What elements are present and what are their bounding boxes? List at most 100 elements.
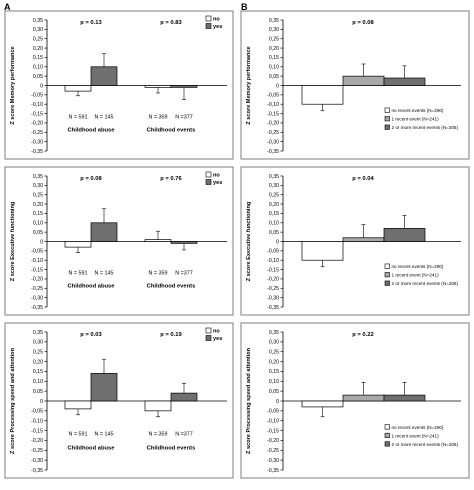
n-label: N =377 [175,432,193,438]
panel-frame [240,10,470,160]
y-tick-label: 0,35 [269,330,279,336]
y-tick-label: 0,25 [33,37,43,43]
y-tick-label: -0,25 [31,130,43,136]
y-tick-label: -0,10 [31,419,43,425]
y-tick-label: 0 [276,239,279,245]
y-tick-label: 0,35 [33,330,43,336]
y-tick-label: -0,10 [267,102,279,108]
legend-swatch [205,179,212,185]
legend-swatch [384,432,390,438]
legend-swatch [384,424,390,430]
bar-no [144,239,172,242]
y-tick-label: -0,30 [31,139,43,145]
y-tick-label: -0,10 [267,258,279,264]
bar-2-or-more-recent-events-n-205- [383,228,426,242]
y-tick-label: -0,05 [267,249,279,255]
n-label: N = 591 [68,432,87,438]
category-label: Childhood events [147,283,196,289]
p-value: p = 0.19 [160,332,182,338]
bar-yes [170,85,198,88]
legend-label: yes [213,24,222,30]
p-value: p = 0.83 [160,20,182,26]
category-label: Childhood abuse [67,283,115,289]
n-label: N = 145 [94,270,113,276]
legend-swatch [205,15,212,22]
panel-frame [240,322,470,479]
panel-frame [4,322,234,479]
bar-2-or-more-recent-events-n-205- [383,77,426,86]
legend-label: no recent events (N=290) [392,425,444,430]
y-tick-label: 0,20 [33,202,43,208]
y-tick-label: 0,30 [33,183,43,189]
y-tick-label: 0,25 [269,350,279,356]
y-tick-label: 0,10 [269,379,279,385]
y-tick-label: 0,20 [269,359,279,365]
legend-label: 1 recent event (N=241) [392,433,440,438]
y-tick-label: 0,30 [269,340,279,346]
bar-1-recent-event-n-241- [342,75,385,86]
legend-label: 2 or more recent events (N=205) [392,125,459,130]
y-tick-label: 0,05 [33,230,43,236]
bar-yes [90,373,118,402]
y-tick-label: -0,30 [267,295,279,301]
legend-swatch [384,116,390,122]
y-tick-label: -0,30 [31,295,43,301]
bar-yes [90,66,118,86]
category-label: Childhood abuse [67,445,115,451]
legend-swatch [205,327,212,334]
y-tick-label: -0,15 [267,267,279,273]
y-tick-label: -0,35 [31,305,43,311]
bar-no-recent-events-n-290- [301,241,344,261]
bar-yes [170,392,198,402]
y-tick-label: -0,10 [267,419,279,425]
p-value: p = 0.08 [352,20,374,26]
category-label: Childhood abuse [67,127,115,133]
legend-label: 1 recent event (N=241) [392,273,440,278]
y-tick-label: -0,15 [267,111,279,117]
y-tick-label: -0,25 [267,286,279,292]
y-tick-label: 0,20 [33,359,43,365]
y-tick-label: 0,35 [269,174,279,180]
p-value: p = 0.03 [80,332,102,338]
y-tick-label: -0,35 [31,468,43,474]
y-tick-label: -0,05 [267,409,279,415]
y-tick-label: -0,20 [31,277,43,283]
n-label: N = 145 [94,432,113,438]
y-tick-label: -0,20 [267,121,279,127]
y-tick-label: 0,15 [269,55,279,61]
y-tick-label: 0,05 [269,74,279,80]
legend-label: 1 recent event (N=241) [392,117,440,122]
legend-label: no recent events (N=290) [392,264,444,269]
legend-swatch [384,441,390,447]
y-tick-label: -0,05 [31,93,43,99]
panel-label-b: B [241,2,248,12]
y-tick-label: -0,20 [31,121,43,127]
y-tick-label: -0,25 [31,448,43,454]
y-tick-label: 0,25 [269,193,279,199]
y-tick-label: 0,10 [269,65,279,71]
legend-swatch [384,280,390,286]
bar-no [64,241,92,248]
y-tick-label: 0,35 [269,18,279,24]
y-tick-label: -0,35 [267,305,279,311]
category-label: Childhood events [147,127,196,133]
y-tick-label: -0,15 [31,111,43,117]
bar-no-recent-events-n-290- [301,400,344,408]
panel-frame [240,166,470,316]
legend-swatch [205,335,212,341]
panel-frame [4,10,234,160]
y-tick-label: 0,05 [33,74,43,80]
legend-label: yes [213,336,222,342]
y-tick-label: -0,10 [31,102,43,108]
y-tick-label: 0,20 [33,46,43,52]
legend-label: yes [213,180,222,186]
y-tick-label: -0,15 [31,428,43,434]
y-tick-label: -0,20 [267,277,279,283]
legend-label: no [213,17,220,23]
y-tick-label: -0,05 [31,249,43,255]
y-tick-label: 0,25 [33,193,43,199]
y-tick-label: 0 [40,83,43,89]
y-tick-label: -0,20 [31,438,43,444]
